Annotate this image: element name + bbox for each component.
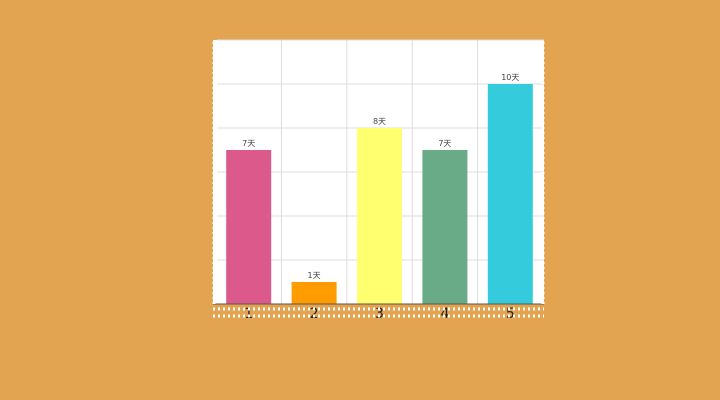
value-label-4: 7天 xyxy=(438,139,451,148)
bar-5 xyxy=(487,84,533,304)
value-label-2: 1天 xyxy=(308,271,321,280)
value-label-5: 10天 xyxy=(501,73,519,82)
bar-3 xyxy=(357,128,402,304)
x-tick-label-1: 1 xyxy=(244,306,253,322)
value-label-1: 7天 xyxy=(242,139,255,148)
bar-2 xyxy=(291,282,337,304)
bar-1 xyxy=(226,150,272,304)
x-tick-label-2: 2 xyxy=(310,306,319,322)
x-tick-labels: 1 2 3 4 5 xyxy=(244,306,515,322)
bars xyxy=(226,84,533,304)
x-tick-label-5: 5 xyxy=(506,306,515,322)
x-tick-label-3: 3 xyxy=(375,306,384,322)
bar-4 xyxy=(422,150,468,304)
x-tick-label-4: 4 xyxy=(440,306,449,322)
value-label-3: 8天 xyxy=(373,117,386,126)
value-labels: 7天 1天 8天 7天 10天 xyxy=(242,73,519,280)
